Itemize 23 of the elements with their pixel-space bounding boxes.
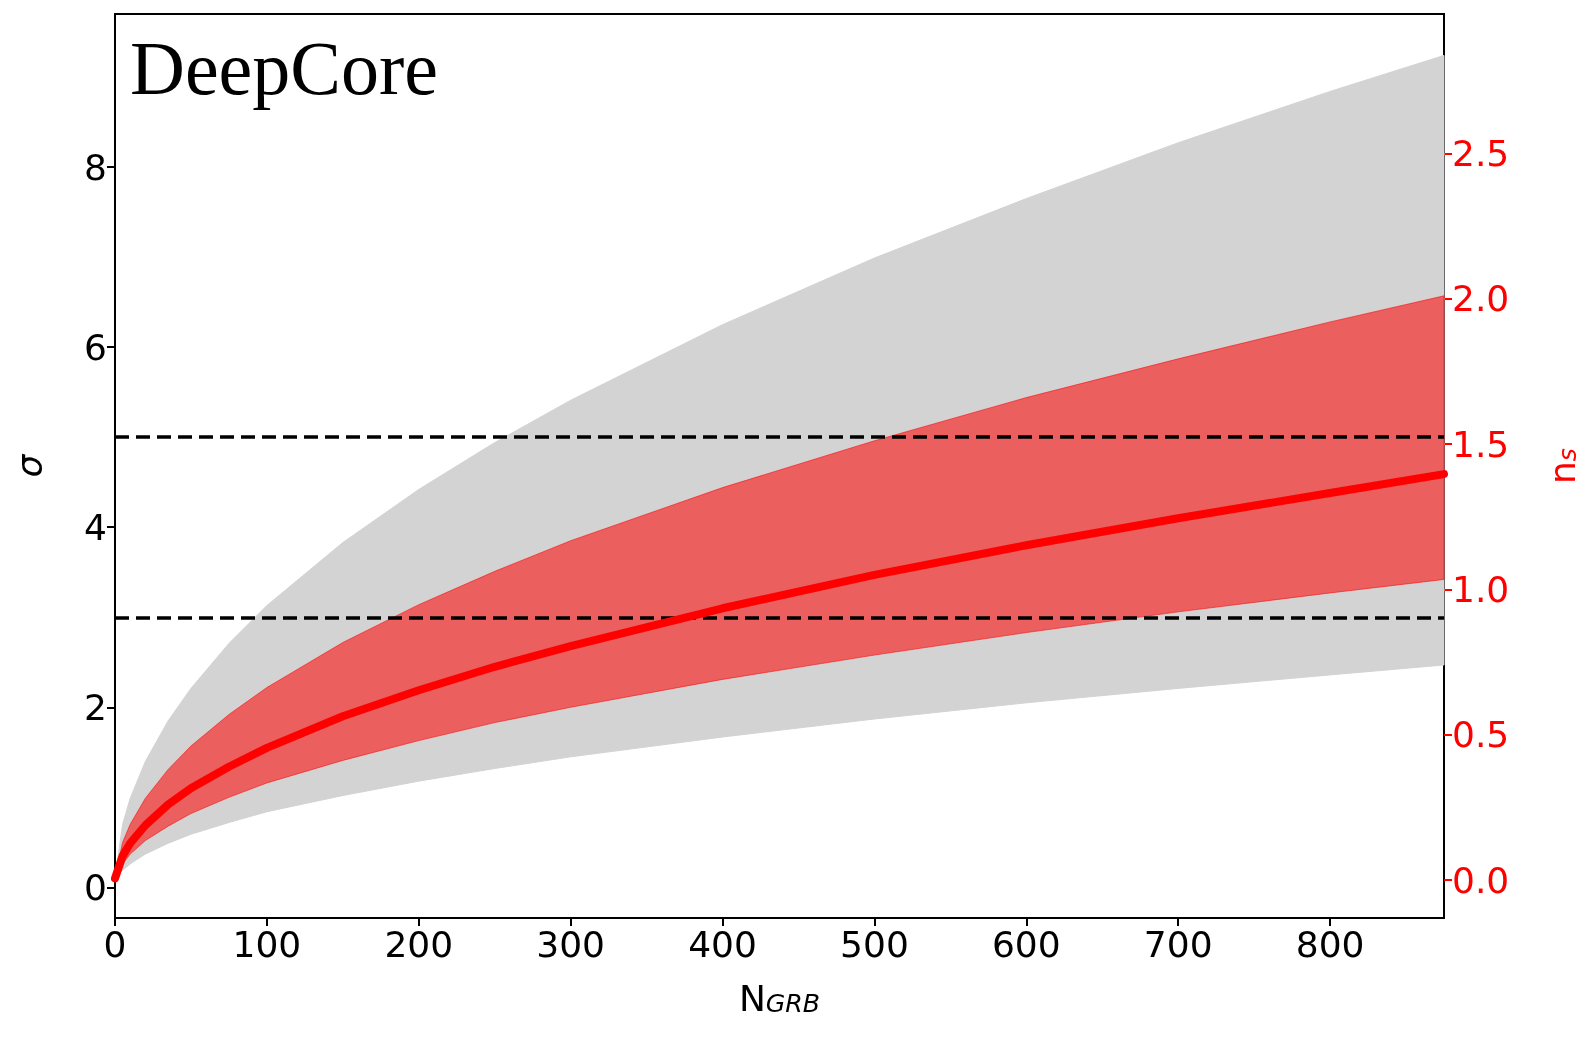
x-tick-label: 300 — [536, 923, 606, 965]
y-tick-label: 6 — [84, 326, 107, 368]
y-tick-label: 4 — [84, 506, 107, 548]
y-axis-title: σ — [8, 453, 50, 478]
y-tick-label: 8 — [84, 146, 107, 188]
x-tick-label: 400 — [688, 923, 757, 965]
annotation: DeepCore — [130, 26, 439, 110]
y2-tick-label: 0.0 — [1452, 859, 1510, 901]
y-tick-label: 0 — [84, 866, 107, 908]
y2-tick-label: 2.5 — [1452, 133, 1510, 175]
y2-tick-label: 1.5 — [1452, 423, 1510, 465]
y2-tick-label: 1.0 — [1452, 569, 1510, 611]
x-tick-label: 100 — [232, 923, 302, 965]
y2-axis-title: ns — [1541, 448, 1583, 484]
x-tick-label: 200 — [384, 923, 454, 965]
y2-tick-label: 0.5 — [1452, 714, 1510, 756]
x-tick-label: 500 — [840, 923, 909, 965]
x-tick-label: 700 — [1143, 923, 1213, 965]
y-tick-label: 2 — [84, 686, 107, 728]
x-tick-label: 600 — [991, 923, 1061, 965]
y2-tick-label: 2.0 — [1452, 278, 1510, 320]
x-axis-title: NGRB — [738, 977, 821, 1019]
x-tick-label: 800 — [1295, 923, 1365, 965]
